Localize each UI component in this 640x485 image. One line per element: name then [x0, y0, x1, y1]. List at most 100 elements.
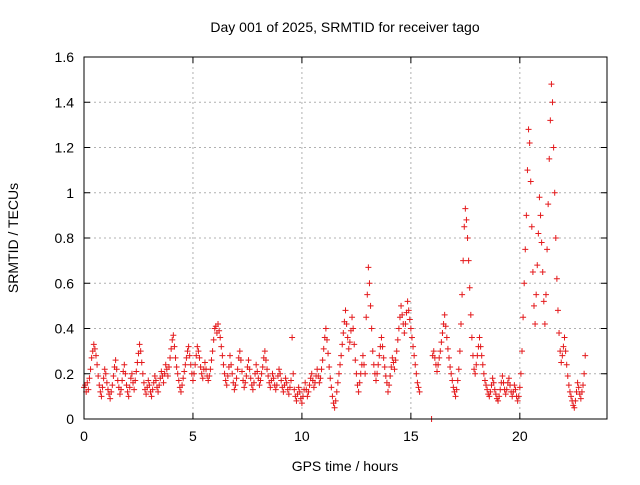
data-point: [495, 397, 502, 404]
data-point: [169, 336, 176, 343]
y-tick-label: 1.2: [55, 140, 75, 156]
data-point: [557, 348, 564, 355]
data-point: [229, 370, 236, 377]
data-point: [350, 325, 357, 332]
data-point: [522, 246, 529, 253]
data-point: [261, 348, 268, 355]
data-point: [161, 370, 168, 377]
data-point: [387, 373, 394, 380]
data-point: [112, 357, 119, 364]
data-point: [86, 375, 93, 382]
data-point: [227, 352, 234, 359]
data-point: [473, 361, 480, 368]
data-point: [298, 400, 305, 407]
data-point: [84, 379, 91, 386]
x-tick-label: 10: [294, 428, 310, 444]
data-point: [535, 230, 542, 237]
data-point: [466, 284, 473, 291]
data-point: [173, 363, 180, 370]
data-point: [290, 370, 297, 377]
data-point: [468, 334, 475, 341]
data-point: [278, 377, 285, 384]
data-point: [113, 366, 120, 373]
data-point: [524, 167, 531, 174]
data-point: [85, 386, 92, 393]
data-point: [242, 379, 249, 386]
data-point: [438, 339, 445, 346]
data-point: [328, 384, 335, 391]
data-point: [182, 361, 189, 368]
x-tick-label: 0: [80, 428, 88, 444]
data-point: [352, 357, 359, 364]
ticks-layer: 0 0.2 0.4 0.6 0.8 1 1.2 1.4 1.6 0 5 10 15 20: [55, 49, 607, 444]
data-point: [231, 386, 238, 393]
data-point: [165, 363, 172, 370]
data-point: [368, 325, 375, 332]
data-point: [443, 334, 450, 341]
data-point: [391, 366, 398, 373]
data-point: [552, 235, 559, 241]
data-point: [461, 223, 468, 230]
data-point: [104, 386, 111, 393]
data-point: [273, 382, 280, 389]
data-point: [487, 388, 494, 395]
data-point: [259, 363, 266, 370]
data-point: [249, 386, 256, 393]
data-point: [566, 388, 573, 395]
data-point: [547, 117, 554, 124]
data-point: [376, 352, 383, 359]
data-point: [534, 262, 541, 269]
data-point: [394, 336, 401, 343]
data-point: [140, 379, 147, 386]
data-point: [90, 341, 97, 348]
y-tick-label: 1.4: [55, 94, 75, 110]
data-point: [520, 314, 527, 321]
data-point: [305, 388, 312, 395]
data-point: [283, 379, 290, 386]
y-tick-label: 0.6: [55, 275, 75, 291]
data-point: [375, 361, 382, 368]
data-point: [236, 348, 243, 355]
data-point: [561, 334, 568, 341]
data-point: [174, 370, 181, 377]
x-tick-label: 15: [403, 428, 419, 444]
data-point: [197, 363, 204, 370]
data-point: [194, 343, 201, 350]
data-point: [559, 352, 566, 359]
data-point: [546, 155, 553, 162]
data-point: [291, 386, 298, 393]
data-point: [542, 291, 549, 298]
data-point: [232, 382, 239, 389]
data-point: [110, 373, 117, 380]
data-point: [465, 257, 472, 264]
data-point: [97, 388, 104, 395]
data-point: [216, 327, 223, 334]
data-point: [108, 388, 115, 395]
data-point: [168, 345, 175, 352]
data-point: [365, 264, 372, 271]
data-point: [253, 361, 260, 368]
data-point: [480, 370, 487, 377]
data-point: [528, 223, 535, 230]
data-point: [374, 370, 381, 377]
data-point: [285, 391, 292, 398]
data-point: [479, 361, 486, 368]
data-point: [437, 348, 444, 355]
data-point: [521, 280, 528, 287]
data-point: [119, 377, 126, 384]
data-point: [326, 363, 333, 370]
data-point: [558, 359, 565, 366]
data-point: [162, 361, 169, 368]
data-point: [210, 336, 217, 343]
data-point: [258, 370, 265, 377]
data-point: [88, 354, 95, 361]
data-point: [472, 370, 479, 377]
data-point: [272, 386, 279, 393]
data-point: [288, 377, 295, 384]
data-point: [175, 377, 182, 384]
data-point: [118, 386, 125, 393]
data-point: [545, 201, 552, 208]
data-point: [452, 393, 459, 400]
data-point: [191, 370, 198, 377]
data-point: [265, 373, 272, 380]
